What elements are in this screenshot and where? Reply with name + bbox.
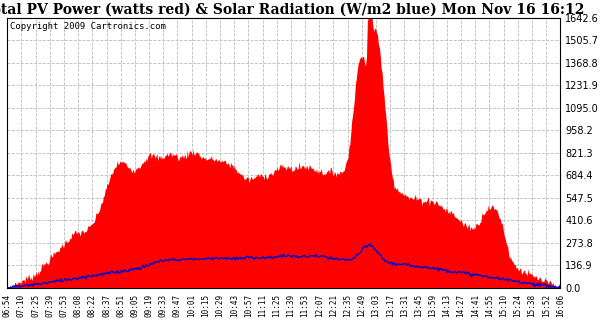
Title: Total PV Power (watts red) & Solar Radiation (W/m2 blue) Mon Nov 16 16:12: Total PV Power (watts red) & Solar Radia…: [0, 3, 585, 17]
Text: Copyright 2009 Cartronics.com: Copyright 2009 Cartronics.com: [10, 22, 166, 31]
